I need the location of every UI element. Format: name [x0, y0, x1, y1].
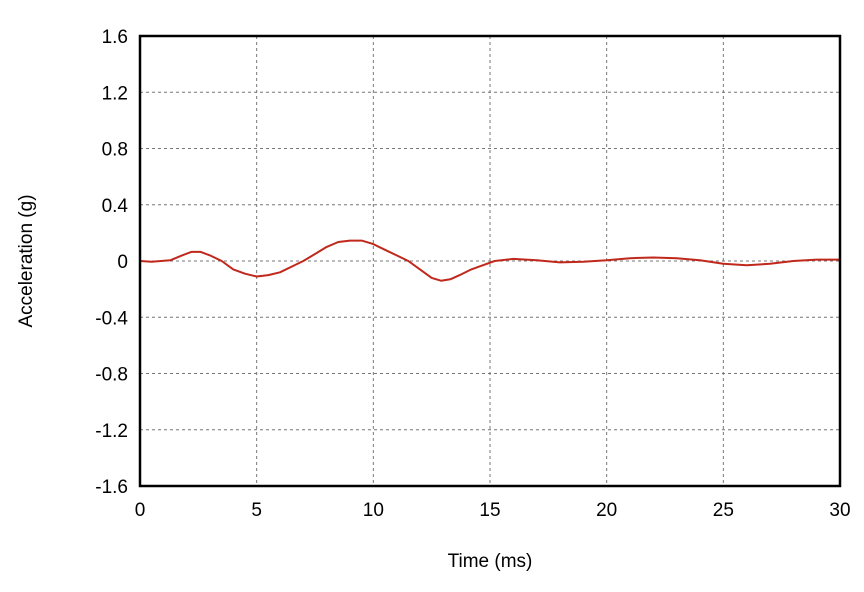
- y-tick-label: 0.8: [102, 140, 128, 161]
- x-tick-label: 10: [363, 500, 384, 521]
- x-tick-label: 25: [713, 500, 734, 521]
- x-axis-label: Time (ms): [448, 551, 533, 572]
- y-tick-label: -0.4: [95, 308, 128, 329]
- x-tick-label: 30: [829, 500, 850, 521]
- y-tick-label: 1.6: [102, 27, 128, 48]
- y-tick-label: 0: [117, 252, 128, 273]
- y-tick-label: -1.2: [95, 421, 128, 442]
- y-tick-label: -1.6: [95, 477, 128, 498]
- y-tick-label: 1.2: [102, 83, 128, 104]
- x-tick-label: 15: [479, 500, 500, 521]
- x-tick-label: 0: [135, 500, 146, 521]
- grid: [140, 36, 840, 486]
- x-tick-label: 20: [596, 500, 617, 521]
- plot-frame: [138, 34, 842, 488]
- y-tick-label: -0.8: [95, 365, 128, 386]
- y-tick-label: 0.4: [102, 196, 129, 217]
- series-layer: [139, 239, 840, 282]
- x-tick-label: 5: [251, 500, 262, 521]
- y-axis-label: Acceleration (g): [16, 194, 37, 327]
- tick-labels: 0 5 10 15 20 25 30 1.6 1.2 0.8 0.4 0 -0.4 -0.8 -1.2 -1.…: [95, 27, 850, 521]
- series-line-0: [139, 239, 840, 282]
